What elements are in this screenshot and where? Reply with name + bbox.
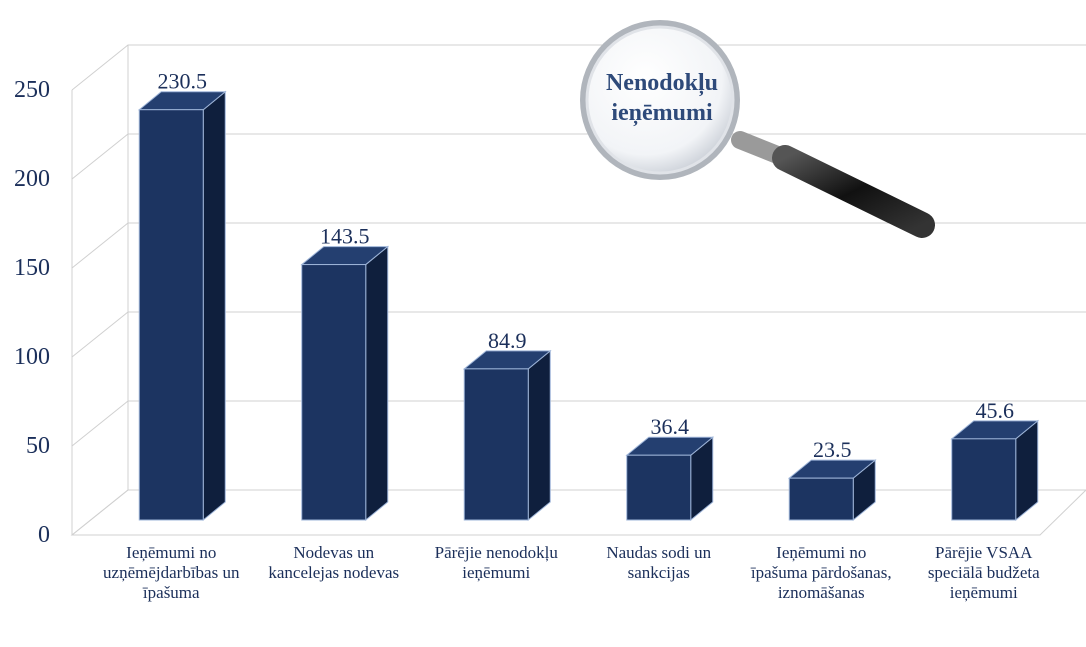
- bar-side: [365, 245, 389, 522]
- bar-group: 143.5: [300, 224, 390, 522]
- y-tick-label: 50: [26, 433, 50, 459]
- grid-line: [71, 400, 1086, 447]
- bar-group: 23.5: [787, 437, 877, 522]
- y-tick-label: 0: [38, 522, 50, 548]
- y-tick-label: 150: [14, 255, 50, 281]
- bar-side: [202, 90, 226, 522]
- bar-group: 36.4: [625, 414, 715, 522]
- value-label: 84.9: [488, 328, 527, 353]
- bar-group: 45.6: [950, 398, 1040, 522]
- value-label: 45.6: [976, 398, 1015, 423]
- annotation: Nenodokļu ieņēmumi: [606, 70, 718, 127]
- grid-line: [71, 44, 1086, 91]
- bar-group: 84.9: [462, 328, 552, 522]
- y-tick-label: 100: [14, 344, 50, 370]
- bar: [626, 454, 692, 521]
- x-tick-label: Ieņēmumi no īpašuma pārdošanas, iznomāša…: [750, 543, 892, 602]
- value-label: 23.5: [813, 437, 852, 462]
- value-label: 143.5: [320, 224, 370, 249]
- grid-line: [71, 133, 1086, 180]
- grid-line: [71, 311, 1086, 358]
- bar: [788, 477, 854, 521]
- x-tick-label: Pārējie VSAA speciālā budžeta ieņēmumi: [927, 543, 1040, 602]
- y-tick-label: 250: [14, 77, 50, 103]
- bar-side: [527, 349, 551, 522]
- x-tick-label: Pārējie nenodokļu ieņēmumi: [434, 543, 558, 582]
- x-tick-label: Naudas sodi un sankcijas: [606, 543, 712, 582]
- value-label: 230.5: [158, 69, 208, 94]
- x-tick-label: Ieņēmumi no uzņēmējdarbības un īpašuma: [103, 543, 240, 602]
- bar: [463, 368, 529, 521]
- value-label: 36.4: [651, 414, 690, 439]
- y-tick-label: 200: [14, 166, 50, 192]
- x-tick-label: Nodevas un kancelejas nodevas: [268, 543, 400, 582]
- bar: [951, 438, 1017, 521]
- bar: [301, 264, 367, 521]
- bar-group: 230.5: [137, 69, 227, 522]
- grid-line: [71, 489, 1086, 536]
- grid-line: [71, 222, 1086, 269]
- magnifier: Nenodokļu ieņēmumi: [580, 20, 935, 238]
- bar: [138, 109, 204, 521]
